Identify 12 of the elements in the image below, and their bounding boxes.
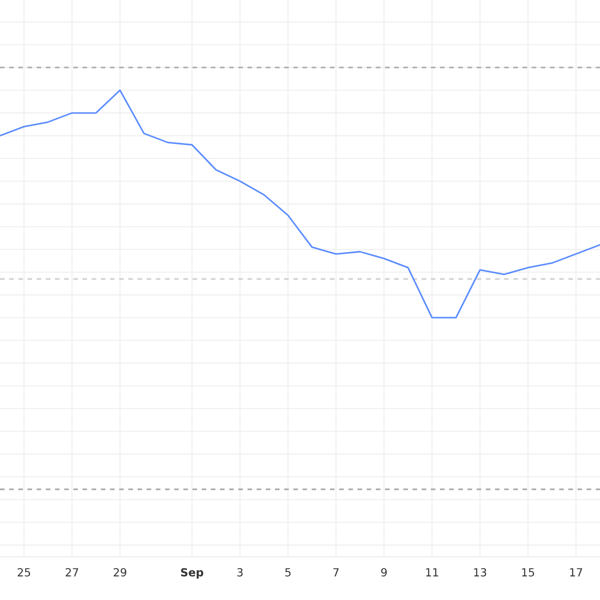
x-tick-label: 11 xyxy=(426,568,438,576)
x-tick-label: 15 xyxy=(522,568,534,577)
x-tick-label: 7 xyxy=(333,568,339,576)
x-tick-label: 5 xyxy=(285,568,291,577)
x-tick-label: 3 xyxy=(237,568,243,577)
x-tick-label: 9 xyxy=(381,568,387,577)
x-tick-label: 25 xyxy=(18,568,30,577)
x-tick-label: Sep xyxy=(181,568,204,579)
x-tick-label: 13 xyxy=(474,568,486,577)
x-tick-label: 29 xyxy=(114,568,126,577)
x-tick-label: 17 xyxy=(570,568,582,576)
x-tick-label: 27 xyxy=(66,568,78,576)
